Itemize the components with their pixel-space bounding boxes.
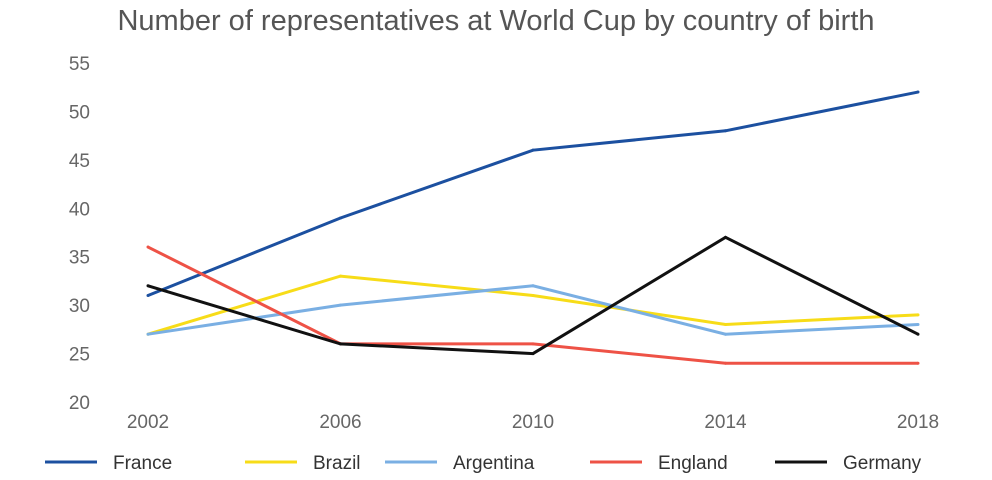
legend-label: France <box>113 453 172 474</box>
y-tick-label: 35 <box>69 248 90 269</box>
chart-title: Number of representatives at World Cup b… <box>117 5 874 37</box>
x-tick-label: 2002 <box>127 412 169 433</box>
series-line-england <box>147 245 918 365</box>
y-tick-label: 50 <box>69 102 90 123</box>
y-tick-label: 30 <box>69 296 90 317</box>
data-point-germany <box>339 342 342 346</box>
y-tick-label: 25 <box>69 345 90 366</box>
legend-item-argentina: Argentina <box>385 453 535 474</box>
legend-label: Brazil <box>313 453 361 474</box>
data-point-france <box>146 293 150 297</box>
data-point-brazil <box>916 313 920 317</box>
x-tick-label: 2010 <box>512 412 554 433</box>
data-point-brazil <box>531 293 535 297</box>
data-point-brazil <box>724 323 727 327</box>
legend-item-brazil: Brazil <box>245 453 361 474</box>
data-point-france <box>916 90 920 94</box>
legend-item-england: England <box>590 453 728 474</box>
data-point-germany <box>531 352 535 356</box>
data-point-argentina <box>146 332 150 336</box>
data-point-argentina <box>339 303 342 307</box>
data-point-germany <box>146 284 150 288</box>
data-point-germany <box>724 235 727 239</box>
y-tick-label: 40 <box>69 199 90 220</box>
data-point-england <box>146 245 150 249</box>
x-tick-label: 2006 <box>319 412 361 433</box>
legend-label: Argentina <box>453 453 535 474</box>
legend-item-france: France <box>45 453 172 474</box>
y-tick-label: 20 <box>69 393 90 414</box>
series-line-argentina <box>147 284 919 336</box>
data-point-argentina <box>531 284 535 288</box>
y-tick-label: 55 <box>69 54 90 75</box>
x-tick-label: 2018 <box>897 412 939 433</box>
x-tick-label: 2014 <box>704 412 747 433</box>
data-point-england <box>531 342 535 346</box>
data-point-france <box>531 148 535 152</box>
data-point-argentina <box>916 323 920 327</box>
legend-label: England <box>658 453 728 474</box>
data-point-france <box>339 216 342 220</box>
data-point-brazil <box>339 274 342 278</box>
series-line-france <box>147 90 919 297</box>
data-point-england <box>916 361 920 365</box>
legend-item-germany: Germany <box>775 453 922 474</box>
data-point-argentina <box>724 332 727 336</box>
data-point-france <box>724 129 727 133</box>
y-tick-label: 45 <box>69 151 90 172</box>
data-point-england <box>724 361 727 365</box>
legend-label: Germany <box>843 453 922 474</box>
data-point-germany <box>916 332 920 336</box>
